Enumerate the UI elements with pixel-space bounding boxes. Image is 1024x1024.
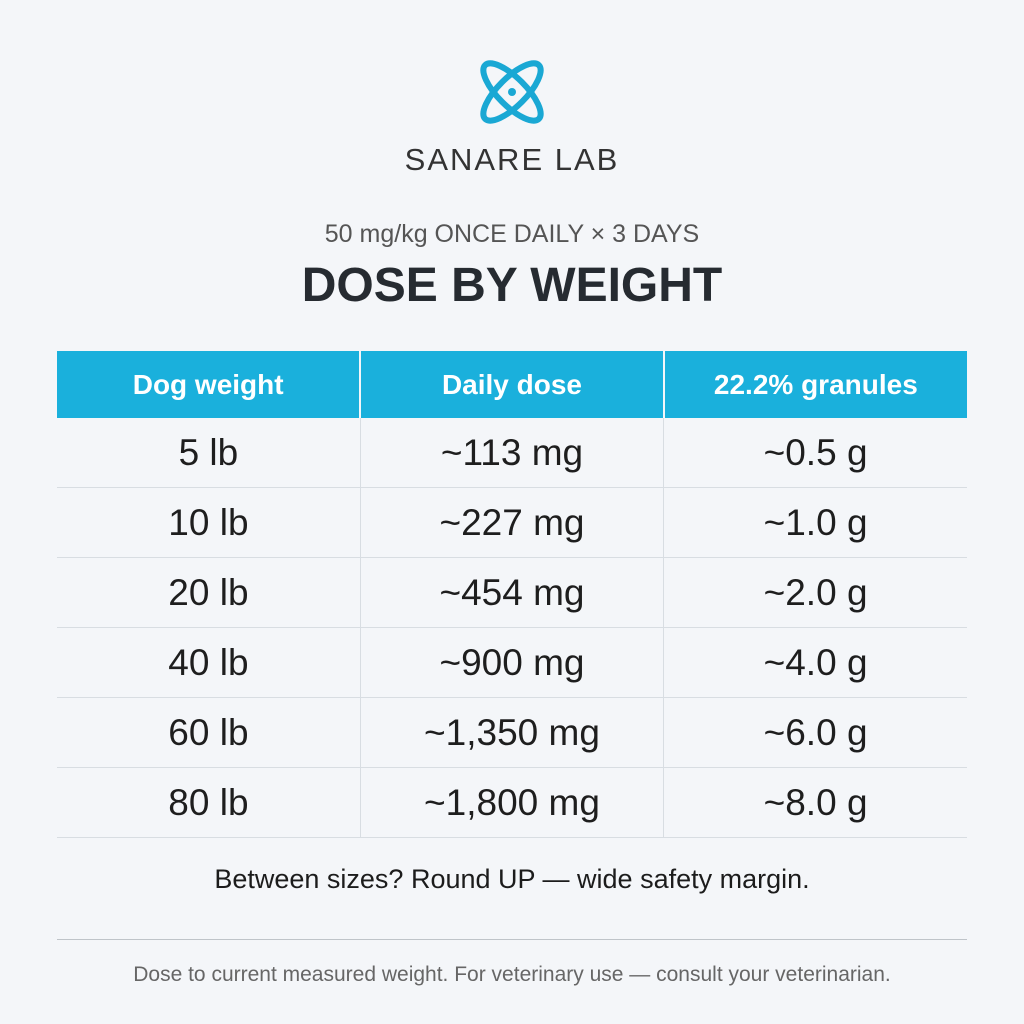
table-row: 80 lb ~1,800 mg ~8.0 g bbox=[57, 767, 967, 838]
table-cell: ~6.0 g bbox=[663, 697, 967, 768]
divider bbox=[57, 939, 967, 940]
header-row: Dog weight Daily dose 22.2% granules bbox=[57, 351, 967, 418]
table-cell: 20 lb bbox=[57, 557, 361, 628]
dose-table: Dog weight Daily dose 22.2% granules 5 lb ~1… bbox=[57, 351, 967, 838]
table-cell: ~454 mg bbox=[360, 557, 665, 628]
table-cell: ~227 mg bbox=[360, 487, 665, 558]
table-cell: ~113 mg bbox=[360, 418, 665, 488]
table-cell: ~4.0 g bbox=[663, 627, 967, 698]
table-cell: ~900 mg bbox=[360, 627, 665, 698]
table-row: 40 lb ~900 mg ~4.0 g bbox=[57, 627, 967, 698]
title: DOSE BY WEIGHT bbox=[301, 259, 723, 312]
subtitle: 50 mg/kg ONCE DAILY × 3 DAYS bbox=[324, 220, 700, 248]
table-row: 5 lb ~113 mg ~0.5 g bbox=[57, 418, 967, 488]
table-cell: ~1,800 mg bbox=[360, 767, 665, 838]
table-row: 10 lb ~227 mg ~1.0 g bbox=[57, 487, 967, 558]
column-header: 22.2% granules bbox=[663, 351, 967, 418]
brand: SANARE LAB bbox=[404, 142, 620, 177]
column-header: Dog weight bbox=[57, 351, 362, 418]
table-cell: ~1,350 mg bbox=[360, 697, 665, 768]
table-cell: ~0.5 g bbox=[663, 418, 967, 488]
table-row: 60 lb ~1,350 mg ~6.0 g bbox=[57, 697, 967, 768]
table-cell: ~8.0 g bbox=[663, 767, 967, 838]
table-body: 5 lb ~113 mg ~0.5 g 10 lb ~227 mg ~1.0 g 20 lb… bbox=[57, 418, 967, 838]
footer: Dose to current measured weight. For vet… bbox=[133, 963, 891, 986]
column-header: Daily dose bbox=[360, 351, 665, 418]
table-cell: ~2.0 g bbox=[663, 557, 967, 628]
table-cell: 60 lb bbox=[57, 697, 361, 768]
table-cell: 40 lb bbox=[57, 627, 361, 698]
table-cell: 5 lb bbox=[57, 418, 361, 488]
table-row: 20 lb ~454 mg ~2.0 g bbox=[57, 557, 967, 628]
table-cell: ~1.0 g bbox=[663, 487, 967, 558]
table-cell: 80 lb bbox=[57, 767, 361, 838]
table-cell: 10 lb bbox=[57, 487, 361, 558]
note: Between sizes? Round UP — wide safety ma… bbox=[214, 864, 810, 894]
logo bbox=[480, 60, 544, 124]
